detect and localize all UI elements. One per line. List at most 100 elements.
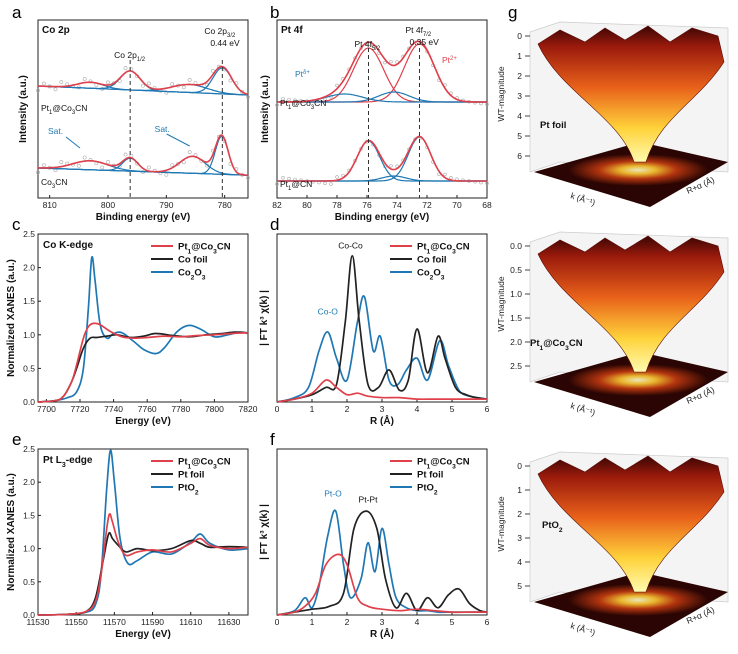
panel-d-peak-label: Co-Co [338, 241, 363, 251]
panel-e-xtick-label: 11590 [141, 617, 164, 627]
panel-b-xtick-label: 76 [362, 200, 372, 210]
panel-g-plot-0-floor-glow [568, 154, 708, 186]
panel-a-label-2p12: Co 2p1/2 [114, 50, 145, 63]
panel-a-data-point [36, 170, 40, 175]
panel-letter-e: e [12, 430, 21, 449]
panel-b-data-point [449, 176, 453, 180]
panel-letter-f: f [270, 430, 275, 449]
panel-g-plot-0-xlabel: k (Å⁻¹) [569, 190, 596, 207]
panel-b-xtick-label: 82 [272, 200, 282, 210]
panel-a-data-point [82, 155, 87, 160]
panel-d-series-Co foil [276, 255, 488, 403]
panel-g-plot-1-ztick-label: 1.5 [510, 313, 522, 323]
panel-d-xtick-label: 3 [380, 404, 385, 414]
panel-e-xtick-label: 11570 [103, 617, 126, 627]
panel-g-plot-1-xlabel: k (Å⁻¹) [569, 400, 596, 417]
panel-a-data-point [240, 90, 245, 94]
panel-b-data-point [395, 60, 399, 64]
panel-d-xtick-label: 0 [275, 404, 280, 414]
panel-g-plot-0-ztick-label: 2 [517, 71, 522, 81]
panel-e-ytick-label: 0.5 [23, 577, 35, 587]
panel-b-xlabel: Binding energy (eV) [335, 212, 429, 223]
panel-d-legend-label: Co foil [417, 255, 447, 266]
panel-letter-c: c [12, 215, 21, 234]
panel-b-data-point [341, 173, 345, 178]
panel-e-ytick-label: 0.0 [23, 610, 35, 620]
panel-c-legend-label: Co2O3 [178, 268, 206, 282]
panel-a-sample-top: Pt1@Co3CN [41, 103, 87, 116]
panel-b-xtick-label: 72 [422, 200, 432, 210]
panel-a-data-point [123, 152, 128, 157]
panel-b-data-point [383, 60, 387, 65]
panel-e-ytick-label: 2.0 [23, 477, 35, 487]
panel-e-series-Pt1@Co3CN [37, 513, 249, 616]
panel-a-xtick-label: 780 [218, 200, 232, 210]
panel-g-plot-1-ztick-label: 0.0 [510, 241, 522, 251]
panel-g-plot-2-floor-glow [568, 584, 708, 616]
panel-b-component [277, 91, 487, 103]
panel-b-data-point [389, 59, 393, 64]
panel-a-data-point [76, 163, 81, 168]
panel-g-plot-2-surface [537, 455, 725, 593]
panel-e-frame [37, 448, 249, 616]
panel-d-xtick-label: 6 [485, 404, 490, 414]
panel-a-frame [37, 19, 249, 199]
panel-b-xtick-label: 80 [302, 200, 312, 210]
panel-f-xlabel: R (Å) [370, 627, 394, 640]
panel-b-data-point [485, 102, 489, 107]
panel-c-legend-label: Pt1@Co3CN [178, 242, 231, 256]
panel-g-plot-2-ztick-label: 0 [517, 461, 522, 471]
panel-g-plot-2-ztick-label: 1 [517, 485, 522, 495]
panel-a-data-point [106, 80, 110, 85]
panel-e-ytick-label: 2.5 [23, 444, 35, 454]
panel-a-sample-bottom: Co3CN [41, 177, 67, 190]
panel-b-shift: 0.35 eV [410, 37, 440, 47]
panel-g-plot-0-surface [537, 25, 725, 163]
panel-a-shift: 0.44 eV [210, 38, 240, 48]
panel-g-plot-1-zlabel: WT-magnitude [496, 276, 506, 332]
panel-g-plot-1-floor-glow [568, 364, 708, 396]
panel-a-data-point [36, 88, 40, 93]
panel-b-xtick-label: 78 [332, 200, 342, 210]
panel-g-plot-1-ztick-label: 2.5 [510, 361, 522, 371]
panel-g-plot-0-label: Pt foil [540, 120, 566, 131]
panel-c-ytick-label: 2.0 [23, 263, 35, 273]
panel-a-data-point [117, 164, 122, 169]
panel-b-pt-2plus: Pt2+ [442, 55, 457, 65]
panel-a-data-point [146, 81, 151, 86]
panel-f-xtick-label: 2 [345, 617, 350, 627]
panel-b-xtick-label: 70 [452, 200, 462, 210]
panel-letter-d: d [270, 215, 279, 234]
panel-a-data-point [187, 150, 192, 155]
panel-b-data-point [287, 176, 291, 181]
panel-letter-b: b [270, 3, 279, 22]
panel-c-series-Co2O3 [37, 255, 249, 403]
panel-d-ylabel: | FT k³ χ(k) | [259, 290, 270, 346]
panel-b-pt-delta: Ptδ+ [295, 69, 310, 79]
panel-b-data-point [281, 176, 285, 180]
panel-a-data-point [141, 83, 145, 88]
panel-g-plot-0-ztick-label: 5 [517, 131, 522, 141]
panel-f-peak-label: Pt-O [324, 489, 342, 499]
panel-a-data-point [164, 172, 169, 177]
panel-e-xtick-label: 11610 [179, 617, 202, 627]
panel-g-plot-1-ztick-label: 2.0 [510, 337, 522, 347]
panel-a-data-point [181, 85, 186, 90]
panel-f-xtick-label: 6 [485, 617, 490, 627]
panel-b-data-point [323, 181, 327, 186]
panel-g-plot-1-surface [537, 235, 725, 373]
panel-g-plot-0-ztick-label: 0 [517, 31, 522, 41]
panel-a-data-point [187, 78, 192, 82]
panel-c-ylabel: Normalized XANES (a.u.) [6, 259, 17, 377]
panel-d-xtick-label: 4 [415, 404, 420, 414]
panel-a-component [37, 135, 249, 176]
panel-f-xtick-label: 4 [415, 617, 420, 627]
panel-c-xtick-label: 7700 [37, 404, 56, 414]
panel-e-legend-label: Pt foil [178, 470, 204, 481]
panel-a-xtick-label: 790 [159, 200, 173, 210]
panel-b-data-point [395, 164, 399, 168]
panel-a-xlabel: Binding energy (eV) [96, 212, 190, 223]
panel-d-xtick-label: 2 [345, 404, 350, 414]
panel-c-legend-label: Co foil [178, 255, 208, 266]
panel-e-series-Pt foil [37, 531, 249, 616]
